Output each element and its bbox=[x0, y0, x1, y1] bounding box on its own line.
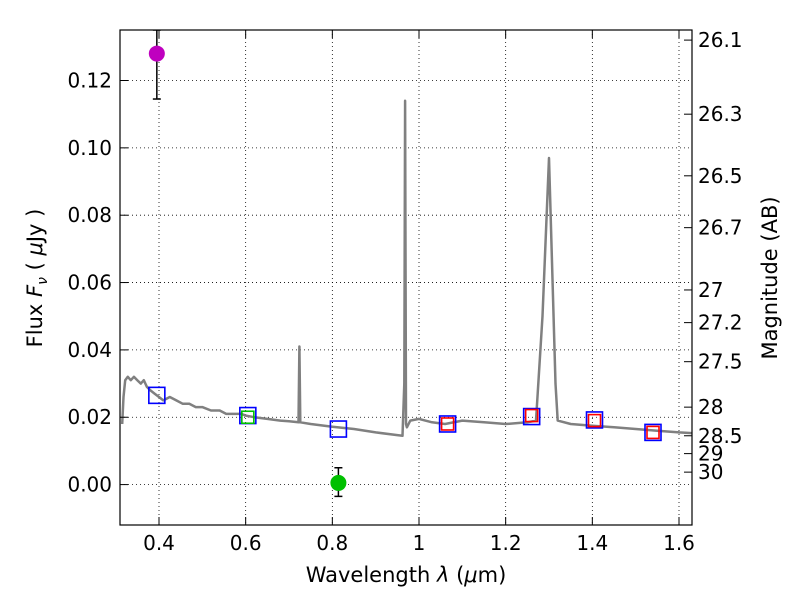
x-tick-label: 0.6 bbox=[230, 531, 262, 555]
photometry-square-marker bbox=[241, 410, 255, 425]
photometry-square-marker bbox=[585, 411, 604, 429]
series-group bbox=[120, 30, 692, 498]
photometry-square-marker bbox=[646, 425, 660, 440]
y2-tick-label: 27.2 bbox=[698, 311, 743, 335]
y2-tick-label: 29 bbox=[698, 442, 723, 466]
grid bbox=[120, 30, 692, 525]
photometry-square-marker bbox=[522, 407, 541, 426]
y2-tick-label: 26.5 bbox=[698, 164, 743, 188]
photometry-circle-marker bbox=[330, 474, 347, 491]
plot-frame bbox=[119, 29, 693, 526]
y2-tick-label: 26.1 bbox=[698, 28, 743, 52]
y2-tick-label: 30 bbox=[698, 460, 723, 484]
ticks: 0.4 0.6 0.8 1 1.2 1.4 1.6 0.00 0.02 0.04 0.06 0.08 0… bbox=[67, 28, 742, 555]
y2-axis-label: Magnitude (AB) bbox=[758, 196, 782, 359]
x-axis-label: Wavelength λ (μm) bbox=[306, 563, 507, 587]
photometry-square-marker bbox=[587, 413, 602, 428]
photometry-square-marker bbox=[438, 415, 457, 433]
y-tick-label: 0.06 bbox=[67, 271, 112, 295]
y-tick-label: 0.04 bbox=[67, 338, 112, 362]
y2-tick-label: 26.7 bbox=[698, 216, 743, 240]
photometry-square-marker bbox=[440, 417, 455, 431]
photometry-circle-marker bbox=[148, 45, 165, 62]
photometry-square-marker bbox=[644, 423, 662, 442]
y-tick-label: 0.08 bbox=[67, 203, 112, 227]
photometry-square-marker bbox=[329, 420, 348, 438]
y2-tick-label: 27 bbox=[698, 278, 723, 302]
y2-tick-label: 28.5 bbox=[698, 424, 743, 448]
y-axis-label: Flux Fν ( μJy ) bbox=[23, 209, 51, 348]
y2-tick-label: 27.5 bbox=[698, 350, 743, 374]
y-tick-label: 0.00 bbox=[67, 473, 112, 497]
plot-area bbox=[120, 30, 692, 498]
x-tick-label: 0.4 bbox=[143, 531, 175, 555]
photometry-square-marker bbox=[148, 386, 166, 405]
y2-tick-label: 28 bbox=[698, 395, 723, 419]
x-tick-label: 1.6 bbox=[663, 531, 695, 555]
photometry-square-marker bbox=[524, 408, 539, 423]
y-tick-label: 0.12 bbox=[67, 69, 112, 93]
y2-tick-label: 26.3 bbox=[698, 102, 743, 126]
x-tick-label: 1.4 bbox=[576, 531, 608, 555]
y-tick-label: 0.02 bbox=[67, 405, 112, 429]
y-tick-label: 0.10 bbox=[67, 136, 112, 160]
sed-model-line bbox=[120, 99, 692, 438]
x-tick-label: 1.2 bbox=[490, 531, 522, 555]
x-tick-label: 0.8 bbox=[316, 531, 348, 555]
x-tick-label: 1 bbox=[413, 531, 426, 555]
